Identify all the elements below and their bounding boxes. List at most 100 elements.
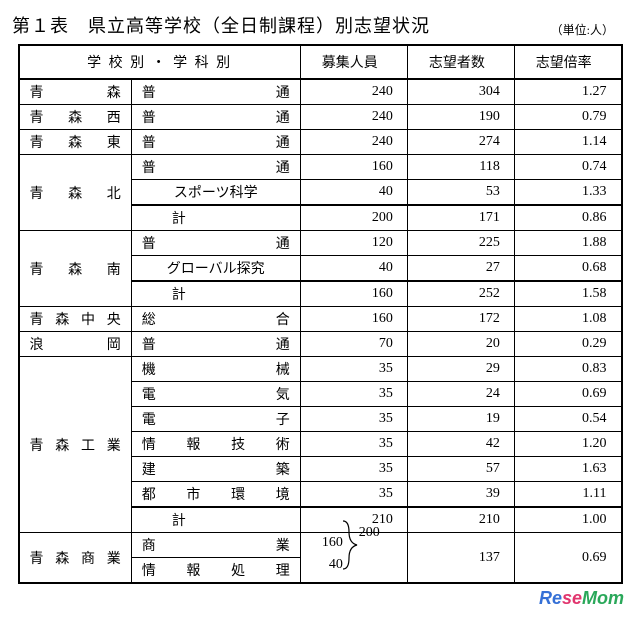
logo-re: Re <box>539 588 562 608</box>
app-cell: 210 <box>407 507 514 533</box>
school-cell: 青森南 <box>19 231 132 307</box>
cap-cell: 35 <box>300 432 407 457</box>
logo-mom: Mom <box>582 588 624 608</box>
rat-cell: 0.54 <box>514 407 621 432</box>
cap-cell: 35 <box>300 457 407 482</box>
rat-cell: 1.14 <box>514 130 621 155</box>
cap-cell: 240 <box>300 105 407 130</box>
dept-cell: 計 <box>131 205 300 231</box>
school-cell: 青森東 <box>19 130 132 155</box>
school-cell: 青森工業 <box>19 357 132 533</box>
app-cell: 24 <box>407 382 514 407</box>
rat-cell: 0.68 <box>514 256 621 282</box>
dept-cell: 計 <box>131 507 300 533</box>
rat-cell: 0.79 <box>514 105 621 130</box>
app-cell: 19 <box>407 407 514 432</box>
rat-cell: 0.86 <box>514 205 621 231</box>
cap-cell-brace: 160 40 200 <box>300 533 407 584</box>
dept-cell: 機械 <box>131 357 300 382</box>
table-row: 青森北 普通 160 118 0.74 <box>19 155 622 180</box>
school-cell: 青森北 <box>19 155 132 231</box>
app-cell: 137 <box>407 533 514 584</box>
cap-cell: 200 <box>300 205 407 231</box>
header-capacity: 募集人員 <box>300 45 407 79</box>
rat-cell: 0.74 <box>514 155 621 180</box>
cap-cell: 40 <box>300 256 407 282</box>
table-row: 青森 普通 240 304 1.27 <box>19 79 622 105</box>
rat-cell: 1.88 <box>514 231 621 256</box>
dept-cell: 計 <box>131 281 300 307</box>
app-cell: 20 <box>407 332 514 357</box>
dept-cell: 普通 <box>131 79 300 105</box>
school-cell: 浪岡 <box>19 332 132 357</box>
app-cell: 304 <box>407 79 514 105</box>
app-cell: 274 <box>407 130 514 155</box>
table-row: 青森中央 総合 160 172 1.08 <box>19 307 622 332</box>
cap-cell: 35 <box>300 407 407 432</box>
app-cell: 190 <box>407 105 514 130</box>
rat-cell: 0.83 <box>514 357 621 382</box>
dept-cell: 商業 <box>131 533 300 558</box>
rat-cell: 1.00 <box>514 507 621 533</box>
rat-cell: 1.20 <box>514 432 621 457</box>
dept-cell: 普通 <box>131 130 300 155</box>
rat-cell: 1.58 <box>514 281 621 307</box>
table-title: 第１表 県立高等学校（全日制課程）別志望状況 <box>12 12 430 38</box>
dept-cell: 都市環境 <box>131 482 300 508</box>
app-cell: 53 <box>407 180 514 206</box>
rat-cell: 1.11 <box>514 482 621 508</box>
rat-cell: 1.33 <box>514 180 621 206</box>
dept-cell: 普通 <box>131 105 300 130</box>
app-cell: 171 <box>407 205 514 231</box>
brace-icon <box>341 519 359 571</box>
resemom-logo: ReseMom <box>539 588 624 609</box>
app-cell: 27 <box>407 256 514 282</box>
cap-cell: 120 <box>300 231 407 256</box>
rat-cell: 1.63 <box>514 457 621 482</box>
app-cell: 172 <box>407 307 514 332</box>
dept-cell: スポーツ科学 <box>131 180 300 206</box>
dept-cell: 普通 <box>131 231 300 256</box>
cap-cell: 160 <box>300 281 407 307</box>
dept-cell: 総合 <box>131 307 300 332</box>
dept-cell: グローバル探究 <box>131 256 300 282</box>
table-row: 浪岡 普通 70 20 0.29 <box>19 332 622 357</box>
app-cell: 118 <box>407 155 514 180</box>
app-cell: 225 <box>407 231 514 256</box>
cap-cell: 240 <box>300 130 407 155</box>
cap-cell: 70 <box>300 332 407 357</box>
table-row: 青森西 普通 240 190 0.79 <box>19 105 622 130</box>
application-table: 学 校 別 ・ 学 科 別 募集人員 志望者数 志望倍率 青森 普通 240 3… <box>18 44 623 584</box>
app-cell: 29 <box>407 357 514 382</box>
table-row: 青森商業 商業 160 40 200 137 0.69 <box>19 533 622 558</box>
header-schooldept: 学 校 別 ・ 学 科 別 <box>19 45 301 79</box>
header-applicants: 志望者数 <box>407 45 514 79</box>
cap-cell: 35 <box>300 382 407 407</box>
dept-cell: 情報技術 <box>131 432 300 457</box>
school-cell: 青森中央 <box>19 307 132 332</box>
dept-cell: 電子 <box>131 407 300 432</box>
cap-cell: 40 <box>300 180 407 206</box>
unit-label: （単位:人） <box>551 21 614 38</box>
cap-cell: 35 <box>300 357 407 382</box>
logo-se: se <box>562 588 582 608</box>
school-cell: 青森西 <box>19 105 132 130</box>
rat-cell: 0.69 <box>514 533 621 584</box>
header-ratio: 志望倍率 <box>514 45 621 79</box>
school-cell: 青森 <box>19 79 132 105</box>
dept-cell: 情報処理 <box>131 558 300 584</box>
cap-cell: 160 <box>300 155 407 180</box>
app-cell: 252 <box>407 281 514 307</box>
dept-cell: 普通 <box>131 155 300 180</box>
rat-cell: 1.27 <box>514 79 621 105</box>
dept-cell: 建築 <box>131 457 300 482</box>
title-row: 第１表 県立高等学校（全日制課程）別志望状況 （単位:人） <box>12 12 628 38</box>
table-row: 青森東 普通 240 274 1.14 <box>19 130 622 155</box>
app-cell: 57 <box>407 457 514 482</box>
school-cell: 青森商業 <box>19 533 132 584</box>
table-row: 青森南 普通 120 225 1.88 <box>19 231 622 256</box>
rat-cell: 0.69 <box>514 382 621 407</box>
cap-cell: 160 <box>300 307 407 332</box>
app-cell: 42 <box>407 432 514 457</box>
dept-cell: 普通 <box>131 332 300 357</box>
